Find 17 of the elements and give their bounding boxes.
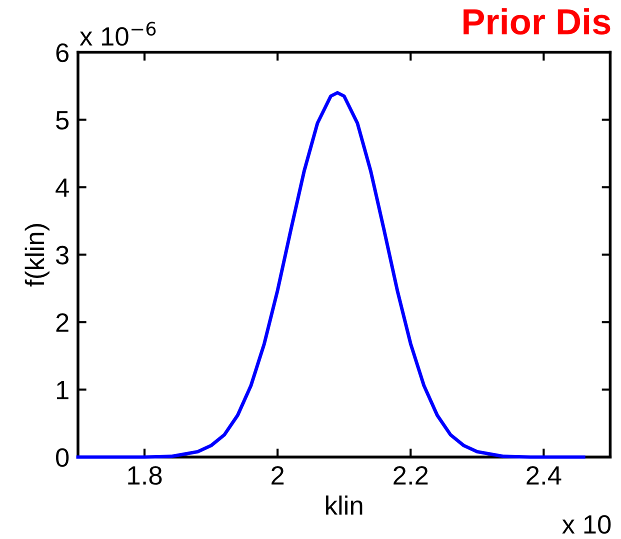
y-tick-label: 3 [56,246,69,264]
y-tick-label: 6 [56,43,69,62]
chart-title: Prior Dis [464,8,610,35]
line-series [76,91,586,459]
y-tick-label: 1 [57,381,68,400]
y-tick-label: 0 [56,448,69,467]
y-axis-title: f(klin) [24,224,50,287]
text: x 10$^{−6}$ [80,22,156,46]
y-tick-label: 5 [56,111,69,130]
y-tick-label: 2 [56,313,68,332]
x-axis-title: klin [326,496,362,515]
x-tick-label: 1.8 [128,466,162,485]
x-tick-label: 2 [272,466,284,485]
x-tick-label: 2.2 [394,466,428,485]
text: x 10 [562,515,611,534]
y-tick-label: 4 [56,178,69,197]
x-tick-label: 2.4 [526,466,562,485]
